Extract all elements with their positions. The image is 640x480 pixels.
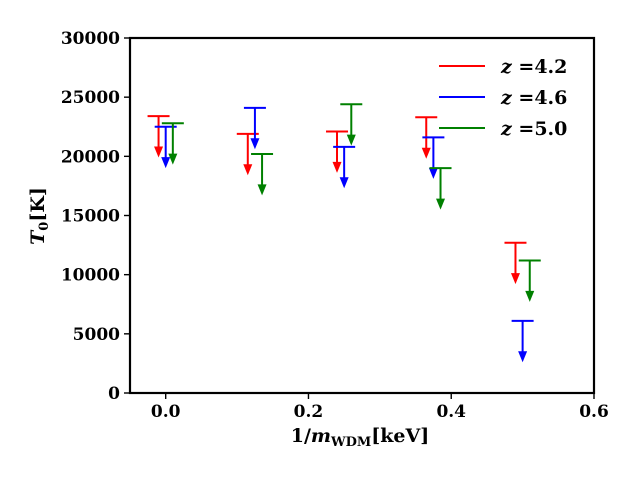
limit-arrowhead-s1-p1	[250, 138, 260, 150]
y-tick-label-6: 30000	[61, 29, 120, 49]
upper-limit-marker-s1-p1	[243, 106, 266, 150]
legend-label-z-4-2: z =4.2	[500, 56, 567, 78]
legend-label-z-5-0: z =5.0	[500, 118, 567, 140]
y-axis-label: T0[K]	[27, 187, 52, 245]
limit-arrowhead-s1-p4	[518, 351, 528, 363]
x-label-var: m	[311, 425, 331, 447]
legend-entry-z-4-6: z =4.6	[439, 87, 567, 109]
upper-limit-marker-s2-p4	[518, 259, 541, 302]
x-label-suffix: [keV]	[371, 425, 429, 447]
limit-arrowhead-s0-p3	[421, 147, 431, 159]
legend-label-z-4-6: z =4.6	[500, 87, 567, 109]
series-2	[161, 103, 541, 302]
data-marks	[147, 103, 541, 363]
y-tick-label-5: 25000	[61, 88, 120, 108]
upper-limit-marker-s0-p3	[415, 116, 438, 159]
x-tick-label-0: 0.0	[151, 402, 181, 422]
limit-arrowhead-s2-p2	[346, 134, 356, 146]
legend-value-z-5-0: =5.0	[512, 118, 568, 140]
legend-entry-z-5-0: z =5.0	[439, 118, 567, 140]
x-tick-label-2: 0.4	[436, 402, 466, 422]
upper-limit-marker-s1-p3	[422, 136, 445, 179]
legend-var-z-5-0: z	[500, 118, 513, 140]
legend-var-z-4-6: z	[500, 87, 513, 109]
y-label-sub: 0	[37, 222, 52, 231]
plot-frame	[128, 36, 596, 395]
limit-arrowhead-s0-p4	[510, 273, 520, 285]
legend: z =4.2 z =4.6 z =5.0	[439, 56, 567, 140]
y-label-suffix: [K]	[27, 187, 49, 222]
upper-limit-marker-s1-p2	[333, 145, 356, 189]
y-tick-label-3: 15000	[61, 207, 120, 227]
limit-arrowhead-s0-p1	[243, 164, 253, 176]
limit-arrowhead-s2-p1	[257, 184, 267, 196]
limit-arrowhead-s2-p0	[168, 153, 178, 165]
series-1	[154, 106, 534, 363]
x-label-sub: WDM	[330, 435, 371, 450]
legend-value-z-4-6: =4.6	[512, 87, 568, 109]
upper-limit-marker-s0-p4	[504, 241, 527, 285]
y-tick-label-0: 0	[108, 384, 120, 404]
x-label-prefix: 1/	[291, 425, 311, 447]
x-axis-label: 1/mWDM[keV]	[291, 425, 430, 450]
upper-limit-marker-s0-p0	[147, 115, 170, 158]
upper-limit-marker-s1-p4	[511, 319, 534, 363]
limit-arrowhead-s1-p2	[339, 177, 349, 189]
upper-limit-marker-s2-p3	[429, 167, 452, 210]
y-tick-label-2: 10000	[61, 266, 120, 286]
y-tick-label-1: 5000	[73, 325, 120, 345]
legend-var-z-4-2: z	[500, 56, 513, 78]
legend-value-z-4-2: =4.2	[512, 56, 568, 78]
legend-entry-z-4-2: z =4.2	[439, 56, 567, 78]
limit-arrowhead-s1-p3	[428, 167, 438, 179]
x-tick-label-3: 0.6	[579, 402, 609, 422]
upper-limit-marker-s2-p0	[161, 122, 184, 165]
axis-ticks: 0.0 0.2 0.4 0.6 0 5000 10000 15000 20000 25000 300…	[61, 29, 609, 422]
limit-arrowhead-s0-p0	[154, 146, 164, 158]
upper-limit-marker-s2-p1	[251, 152, 274, 196]
limit-arrowhead-s2-p4	[525, 290, 535, 302]
limit-arrowhead-s1-p0	[161, 157, 171, 169]
y-label-var: T	[27, 229, 49, 245]
upper-limit-marker-s2-p2	[340, 103, 363, 146]
limit-arrowhead-s2-p3	[436, 198, 446, 210]
y-tick-label-4: 20000	[61, 147, 120, 167]
limit-arrowhead-s0-p2	[332, 161, 342, 173]
x-tick-label-1: 0.2	[294, 402, 324, 422]
series-0	[147, 115, 527, 285]
